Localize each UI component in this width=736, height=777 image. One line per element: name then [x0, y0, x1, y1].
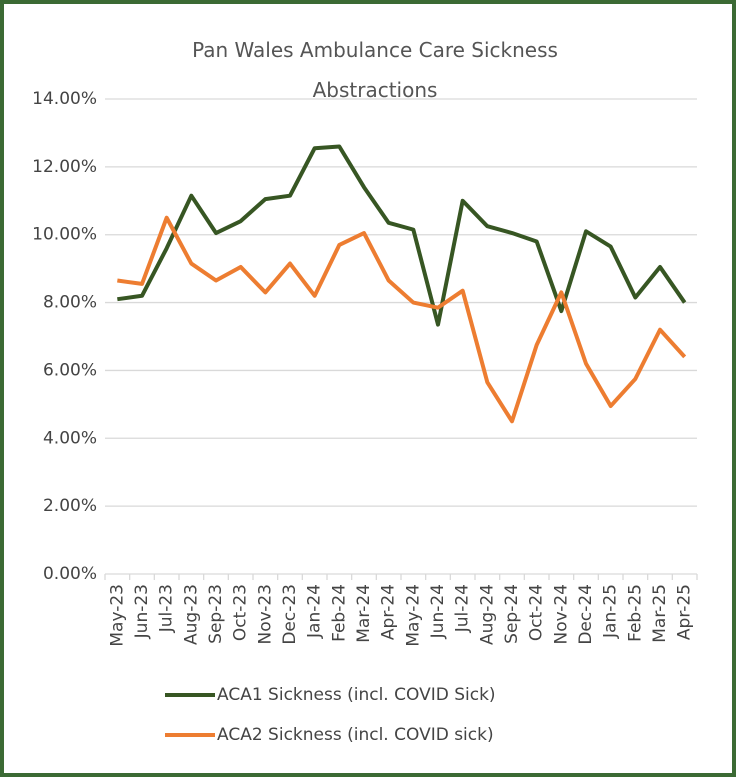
y-tick-label: 12.00%	[32, 157, 97, 177]
x-tick-label: Jun-24	[428, 584, 448, 639]
x-tick-label: Nov-24	[551, 584, 571, 645]
x-tick-label: Mar-25	[650, 584, 670, 643]
y-tick-label: 10.00%	[32, 225, 97, 245]
x-tick-label: Aug-23	[181, 584, 201, 645]
y-tick-label: 0.00%	[43, 564, 97, 584]
x-tick-label: Jun-23	[132, 584, 152, 639]
legend-label: ACA1 Sickness (incl. COVID Sick)	[217, 685, 496, 705]
y-tick-label: 2.00%	[43, 496, 97, 516]
x-tick-label: Dec-23	[280, 584, 300, 645]
y-tick-label: 14.00%	[32, 89, 97, 109]
x-tick-label: Dec-24	[576, 584, 596, 645]
x-tick-label: May-23	[107, 584, 127, 647]
series-line	[117, 215, 687, 424]
x-tick-label: Mar-24	[354, 584, 374, 643]
x-tick-label: Jan-25	[601, 584, 621, 639]
x-tick-label: Apr-24	[379, 584, 399, 640]
x-tick-label: Sep-24	[502, 584, 522, 644]
x-tick-label: Oct-24	[527, 584, 547, 641]
chart-title: Pan Wales Ambulance Care Sickness Abstra…	[192, 38, 558, 102]
x-tick-label: Feb-24	[329, 584, 349, 642]
y-tick-label: 4.00%	[43, 428, 97, 448]
x-tick-label: Jul-23	[157, 584, 177, 633]
x-tick-label: May-24	[403, 584, 423, 647]
x-tick-label: Jul-24	[453, 584, 473, 633]
x-tick-label: Sep-23	[206, 584, 226, 644]
y-tick-label: 8.00%	[43, 293, 97, 313]
x-tick-label: Aug-24	[477, 584, 497, 645]
legend-label: ACA2 Sickness (incl. COVID sick)	[217, 725, 494, 745]
x-tick-label: Oct-23	[231, 584, 251, 641]
x-tick-label: Apr-25	[675, 584, 695, 640]
x-tick-label: Feb-25	[625, 584, 645, 642]
x-tick-label: Jan-24	[305, 584, 325, 639]
series-line	[117, 144, 687, 327]
x-tick-label: Nov-23	[255, 584, 275, 645]
y-tick-label: 6.00%	[43, 360, 97, 380]
